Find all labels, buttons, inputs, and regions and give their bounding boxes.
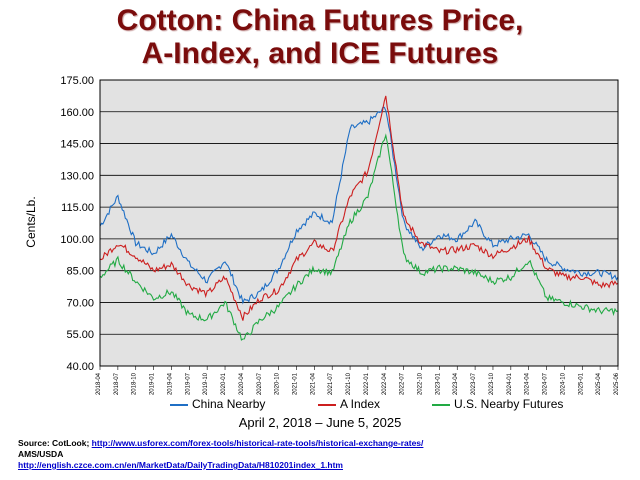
x-tick-label: 2022-07 [400,372,406,395]
chart-title-line-2: A-Index, and ICE Futures [141,37,499,70]
x-tick-label: 2019-04 [167,372,173,395]
x-tick-label: 2020-07 [257,372,263,395]
x-tick-label: 2020-10 [275,372,281,395]
legend-label-china: China Nearby [192,397,266,411]
y-tick-label: 85.00 [66,266,94,278]
x-tick-label: 2025-06 [614,372,620,395]
x-tick-label: 2018-07 [114,372,120,395]
chart-title: Cotton: China Futures Price, A-Index, an… [0,4,640,70]
x-tick-label: 2024-10 [560,372,566,395]
x-tick-label: 2018-04 [96,372,102,395]
x-tick-label: 2024-04 [525,372,531,395]
x-tick-label: 2021-07 [328,372,334,395]
x-tick-label: 2020-01 [221,372,227,395]
source-line-3: http://english.czce.com.cn/en/MarketData… [18,460,423,471]
legend: China Nearby A Index U.S. Nearby Futures [0,397,640,413]
x-tick-label: 2024-07 [543,372,549,395]
y-tick-label: 100.00 [60,234,94,246]
source-notes: Source: CotLook; http://www.usforex.com/… [18,438,423,471]
x-tick-label: 2020-04 [239,372,245,395]
legend-swatch-china [170,403,188,406]
y-tick-label: 175.00 [60,75,94,87]
source-line-1: Source: CotLook; http://www.usforex.com/… [18,438,423,449]
legend-swatch-ice [432,403,450,406]
usforex-link[interactable]: http://www.usforex.com/forex-tools/histo… [91,438,424,448]
y-tick-label: 145.00 [60,139,94,151]
x-tick-label: 2023-07 [471,372,477,395]
series-line-us-nearby-futures [99,133,619,341]
x-tick-label: 2022-01 [364,372,370,395]
czce-link[interactable]: http://english.czce.com.cn/en/MarketData… [18,460,343,470]
x-tick-label: 2021-10 [346,372,352,395]
line-chart: 40.00 55.00 70.00 85.00 100.00 115.00 130.00 14… [60,75,620,395]
date-range: April 2, 2018 – June 5, 2025 [238,415,402,430]
y-tick-label: 70.00 [66,297,94,309]
x-tick-label: 2023-04 [453,372,459,395]
x-tick-label: 2018-10 [132,372,138,395]
x-tick-label: 2025-04 [596,372,602,395]
y-tick-label: 115.00 [61,202,94,214]
x-tick-label: 2025-01 [578,372,584,395]
source-prefix: Source: CotLook; [18,438,92,448]
y-tick-label: 130.00 [60,170,94,182]
y-axis-label: Cents/Lb. [24,196,38,248]
legend-swatch-aindex [318,403,336,406]
x-tick-label: 2022-10 [418,372,424,395]
y-tick-label: 40.00 [66,361,94,373]
legend-item-ice: U.S. Nearby Futures [432,397,563,411]
x-tick-label: 2024-01 [507,372,513,395]
x-tick-label: 2019-07 [185,372,191,395]
plot-area [100,80,618,366]
x-tick-label: 2019-01 [150,372,156,395]
x-tick-label: 2023-10 [489,372,495,395]
y-tick-label: 160.00 [60,107,94,119]
source-line-2: AMS/USDA [18,449,64,459]
legend-label-ice: U.S. Nearby Futures [454,397,564,411]
y-tick-label: 55.00 [66,329,94,341]
legend-item-china: China Nearby [170,397,265,411]
chart-title-line-1: Cotton: China Futures Price, [116,4,524,37]
legend-label-aindex: A Index [340,397,381,411]
x-tick-label: 2022-04 [382,372,388,395]
legend-item-aindex: A Index [318,397,380,411]
x-tick-label: 2023-01 [435,372,441,395]
x-tick-label: 2021-04 [310,372,316,395]
x-tick-label: 2019-10 [203,372,209,395]
x-tick-label: 2021-01 [292,372,298,395]
plot-border [99,79,619,367]
series-line-a-index [99,95,619,321]
